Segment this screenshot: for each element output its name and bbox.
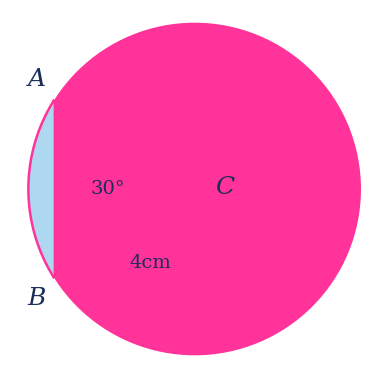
Text: C: C — [215, 176, 235, 198]
Circle shape — [28, 23, 361, 355]
Text: 4cm: 4cm — [130, 254, 172, 272]
Text: A: A — [28, 68, 46, 91]
Text: B: B — [28, 287, 46, 310]
Text: 30°: 30° — [90, 180, 125, 198]
Polygon shape — [28, 101, 54, 277]
